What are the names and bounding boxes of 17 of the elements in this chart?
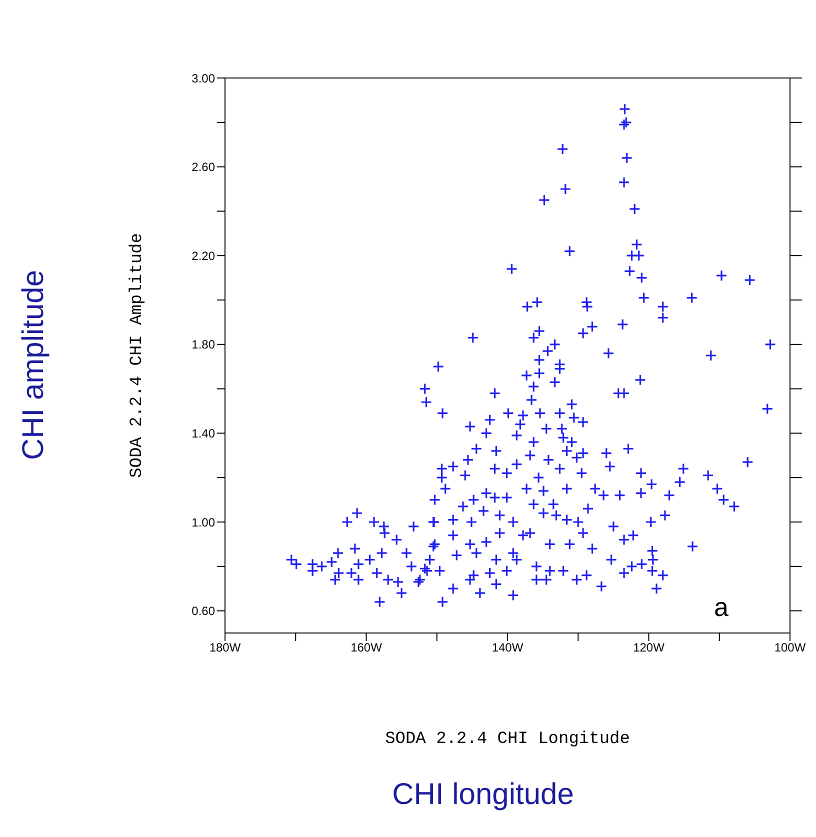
- y-tick-label: 1.80: [192, 338, 216, 352]
- text: CHI amplitude: [17, 270, 51, 460]
- x-tick-label: 140W: [492, 640, 524, 655]
- y-tick-label: 3.00: [192, 71, 216, 86]
- y-tick-label: 2.60: [192, 160, 216, 174]
- y-axis-title: SODA 2.2.4 CHI Amplitude: [128, 233, 148, 478]
- annotation: a: [714, 592, 728, 623]
- y-tick-label: 1.00: [192, 515, 216, 530]
- y-tick-label: 2.20: [192, 248, 216, 263]
- x-tick-label: 160W: [350, 640, 383, 655]
- y-tick-label: 0.60: [192, 604, 216, 618]
- text: CHI longitude: [391, 778, 575, 812]
- y-tick-label: 1.40: [192, 426, 216, 440]
- x-tick-label: 100W: [774, 640, 806, 655]
- x-tick-label: 120W: [633, 640, 666, 655]
- x-tick-label: 180W: [209, 640, 242, 655]
- x-axis-title: SODA 2.2.4 CHI Longitude: [385, 730, 630, 749]
